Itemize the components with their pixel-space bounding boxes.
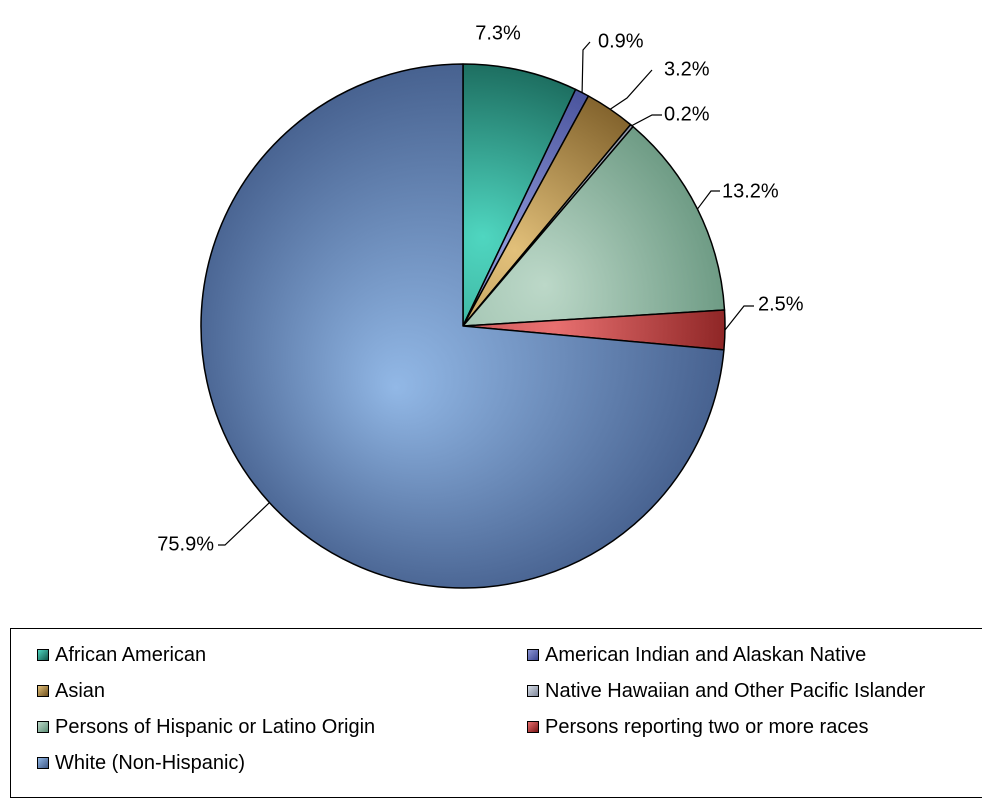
leader-line [631,114,662,127]
legend-item-hispanic-latino: Persons of Hispanic or Latino Origin [37,715,375,739]
legend-swatch [527,649,539,661]
leader-line [724,305,754,331]
legend-label: White (Non-Hispanic) [55,752,246,774]
leader-line [696,190,720,210]
legend-label: Persons reporting two or more races [545,716,869,738]
legend-label: American Indian and Alaskan Native [545,644,867,666]
legend-label: Persons of Hispanic or Latino Origin [55,716,376,738]
data-label: 75.9% [157,533,214,555]
data-label: 0.9% [598,30,644,52]
data-label: 0.2% [664,103,710,125]
pie-slice-african-american [462,63,577,327]
legend-item-white: White (Non-Hispanic) [37,751,245,775]
legend-label: Native Hawaiian and Other Pacific Island… [545,680,926,702]
legend-swatch [37,649,49,661]
leader-line [581,41,591,93]
leader-line [218,502,270,546]
legend-item-american-indian: American Indian and Alaskan Native [527,643,866,667]
legend-swatch [37,685,49,697]
data-label: 13.2% [722,180,779,202]
data-label: 7.3% [475,22,521,44]
legend-swatch [37,721,49,733]
data-label: 2.5% [758,293,804,315]
legend-swatch [527,721,539,733]
legend-label: African American [55,644,207,666]
legend-label: Asian [55,680,106,702]
legend-item-african-american: African American [37,643,206,667]
chart-legend: African American American Indian and Ala… [10,628,982,798]
legend-item-two-or-more-races: Persons reporting two or more races [527,715,868,739]
leader-line [609,69,653,110]
legend-swatch [37,757,49,769]
legend-swatch [527,685,539,697]
legend-item-asian: Asian [37,679,105,703]
data-label: 3.2% [664,58,710,80]
legend-item-native-hawaiian: Native Hawaiian and Other Pacific Island… [527,679,925,703]
